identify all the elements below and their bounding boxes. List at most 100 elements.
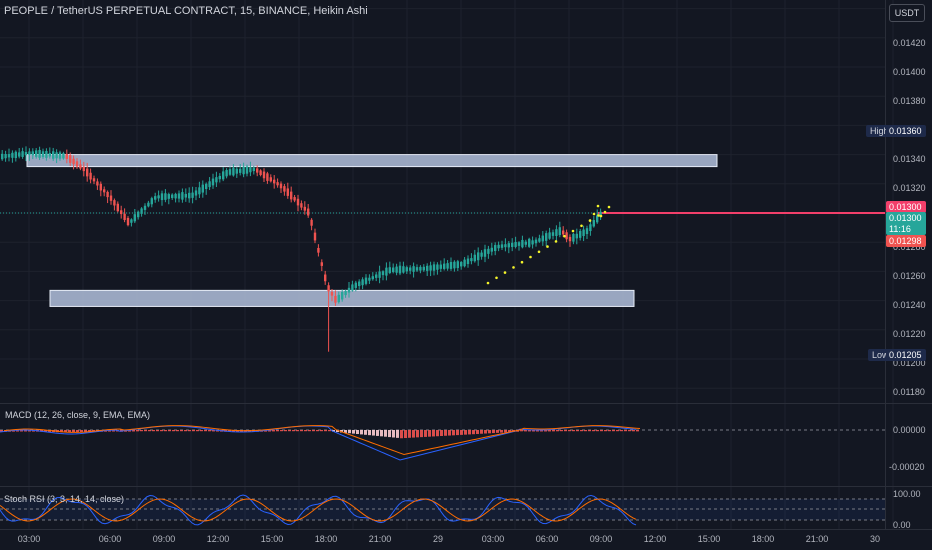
candle-body xyxy=(181,192,184,200)
macd-histogram-bar xyxy=(460,430,463,435)
supply-demand-zone xyxy=(26,154,718,168)
candle-body xyxy=(14,151,17,159)
candle-body xyxy=(99,183,102,191)
price-axis-label: 0.01400 xyxy=(893,67,926,77)
macd-histogram-bar xyxy=(596,430,599,432)
candle-body xyxy=(55,152,58,159)
candle-body xyxy=(531,240,534,245)
macd-histogram-bar xyxy=(380,430,383,437)
macd-histogram-bar xyxy=(388,430,391,438)
candle-body xyxy=(470,258,473,262)
price-axis-label: 0.01240 xyxy=(893,300,926,310)
candle-body xyxy=(147,202,150,207)
macd-histogram-bar xyxy=(20,430,23,432)
stoch-rsi-legend[interactable]: Stoch RSI (3, 3, 14, 14, close) xyxy=(4,494,125,504)
pane-separator[interactable] xyxy=(0,403,932,404)
price-axis-label: 0.01380 xyxy=(893,96,926,106)
candle-body xyxy=(514,241,517,247)
candle-body xyxy=(11,152,14,158)
candle-body xyxy=(65,153,68,160)
candle-body xyxy=(334,295,337,303)
candle-body xyxy=(494,245,497,252)
candle-body xyxy=(7,154,11,158)
candle-body xyxy=(300,203,303,208)
macd-histogram-bar xyxy=(276,430,279,432)
candle-body xyxy=(562,230,565,235)
candle-body xyxy=(205,183,208,189)
candle-body xyxy=(504,244,507,248)
candle-body xyxy=(579,231,582,238)
candle-body xyxy=(228,169,232,175)
macd-histogram-bar xyxy=(636,430,639,432)
candle-body xyxy=(86,168,89,177)
candle-body xyxy=(242,166,245,175)
macd-histogram-bar xyxy=(196,430,199,432)
macd-histogram-bar xyxy=(204,430,207,432)
stoch-k-line xyxy=(0,494,637,526)
candle-body xyxy=(551,232,555,236)
macd-histogram-bar xyxy=(616,430,619,432)
candle-body xyxy=(548,232,551,239)
macd-histogram-bar xyxy=(604,430,607,432)
macd-histogram-bar xyxy=(412,430,415,438)
candle-body xyxy=(507,243,510,248)
time-axis-label: 18:00 xyxy=(314,534,338,544)
macd-histogram-bar xyxy=(76,430,79,433)
symbol-header[interactable]: PEOPLE / TetherUS PERPETUAL CONTRACT, 15… xyxy=(4,5,368,17)
bar-countdown: 11:16 xyxy=(886,223,926,235)
candle-body xyxy=(150,198,153,205)
candle-body xyxy=(140,208,143,214)
macd-histogram-bar xyxy=(520,430,523,432)
candle-body xyxy=(521,239,524,248)
candle-body xyxy=(303,206,306,211)
macd-histogram-bar xyxy=(464,430,467,435)
macd-histogram-bar xyxy=(488,430,491,434)
macd-histogram-bar xyxy=(396,430,399,438)
macd-histogram-bar xyxy=(112,430,115,432)
candle-body xyxy=(368,277,371,281)
candle-body xyxy=(154,196,157,200)
trendline-dot xyxy=(546,245,549,248)
trendline-dot xyxy=(554,240,558,243)
time-axis-label: 21:00 xyxy=(805,534,829,544)
pane-separator[interactable] xyxy=(0,486,932,487)
macd-histogram-bar xyxy=(268,430,271,432)
candle-body xyxy=(364,277,368,284)
candle-body xyxy=(191,192,194,198)
macd-histogram-bar xyxy=(0,430,3,432)
price-axis-label: 0.01420 xyxy=(893,38,926,48)
macd-histogram-bar xyxy=(576,430,579,432)
macd-histogram-bar xyxy=(440,430,443,436)
macd-histogram-bar xyxy=(68,430,71,433)
macd-histogram-bar xyxy=(384,430,387,437)
currency-selector[interactable]: USDT xyxy=(889,4,925,22)
candle-body xyxy=(351,284,354,291)
candle-body xyxy=(18,152,21,157)
macd-histogram-bar xyxy=(228,430,231,432)
candle-body xyxy=(232,167,235,176)
last-price-tag: 0.01300 xyxy=(886,212,926,224)
macd-histogram-bar xyxy=(472,430,475,435)
macd-histogram-bar xyxy=(560,430,563,432)
candle-body xyxy=(422,266,425,271)
macd-histogram-bar xyxy=(484,430,487,434)
macd-histogram-bar xyxy=(148,430,151,432)
macd-histogram-bar xyxy=(296,430,299,432)
macd-legend[interactable]: MACD (12, 26, close, 9, EMA, EMA) xyxy=(5,410,151,420)
candle-body xyxy=(239,168,242,173)
candle-body xyxy=(245,166,249,174)
macd-histogram-bar xyxy=(452,430,455,436)
macd-histogram-bar xyxy=(392,430,395,438)
low-price-tag: 0.01205 xyxy=(886,349,926,361)
macd-histogram-bar xyxy=(160,430,163,432)
macd-histogram-bar xyxy=(564,430,567,432)
time-axis-label: 12:00 xyxy=(206,534,230,544)
candle-body xyxy=(279,183,283,189)
macd-histogram-bar xyxy=(428,430,431,437)
candle-body xyxy=(453,261,456,269)
macd-histogram-bar xyxy=(436,430,439,437)
macd-histogram-bar xyxy=(72,430,75,433)
macd-histogram-bar xyxy=(536,430,539,432)
candle-body xyxy=(596,215,599,223)
